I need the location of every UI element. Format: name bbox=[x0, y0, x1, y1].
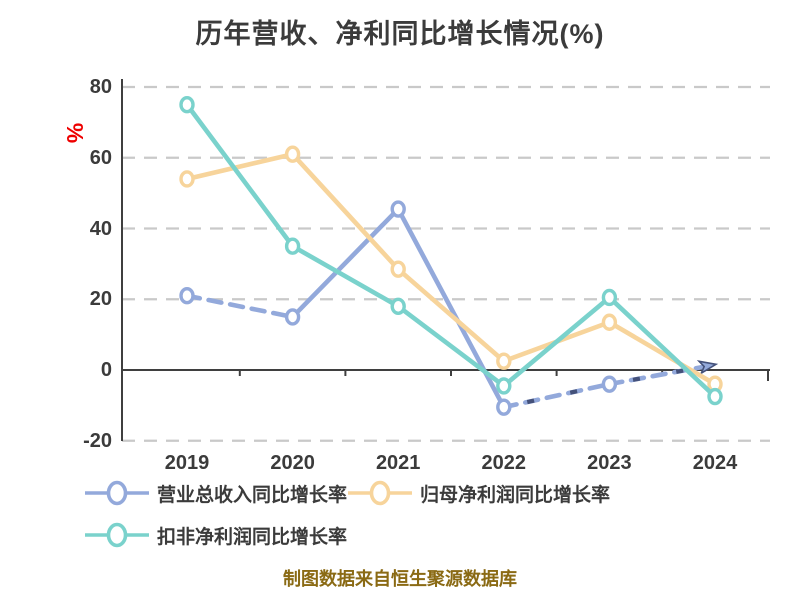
legend-marker-icon bbox=[348, 480, 412, 506]
series-line-2-seg-3 bbox=[501, 295, 612, 389]
series-line-2-seg-4 bbox=[607, 295, 718, 399]
series-0-point-marker bbox=[284, 308, 301, 326]
y-tick-label-80: 80 bbox=[89, 76, 112, 98]
series-line-0-seg-0 bbox=[184, 293, 295, 320]
series-2-point-marker bbox=[179, 95, 195, 114]
legend-item-2[interactable]: 扣非净利润同比增长率 bbox=[85, 521, 347, 549]
series-2-point-marker bbox=[496, 377, 512, 395]
legend-marker-icon bbox=[85, 480, 149, 506]
x-tick-label-2020: 2020 bbox=[270, 452, 315, 474]
y-tick-label-20: 20 bbox=[89, 288, 112, 311]
series-1-point-marker bbox=[390, 260, 406, 278]
series-1-point-marker bbox=[179, 170, 195, 188]
series-line-0-seg-2 bbox=[395, 206, 507, 410]
series-0-point-marker bbox=[179, 287, 195, 305]
legend-marker-icon bbox=[85, 522, 149, 548]
series-2-point-marker bbox=[284, 237, 301, 255]
x-tick-label-2023: 2023 bbox=[587, 452, 632, 474]
data-source-note: 制图数据来自恒生聚源数据库 bbox=[283, 569, 517, 589]
series-2-point-marker bbox=[707, 387, 723, 406]
series-line-1-seg-1 bbox=[290, 151, 401, 272]
y-tick-label-0: 0 bbox=[100, 359, 112, 381]
series-line-0-seg-1 bbox=[290, 206, 401, 320]
series-0-point-marker bbox=[496, 398, 512, 416]
x-tick-label-2024: 2024 bbox=[692, 452, 738, 474]
series-0-point-marker bbox=[390, 200, 406, 218]
legend-label: 归母净利润同比增长率 bbox=[420, 484, 611, 506]
series-line-1-seg-2 bbox=[395, 266, 507, 364]
series-1-point-marker bbox=[284, 145, 301, 163]
x-tick-label-2021: 2021 bbox=[375, 452, 421, 474]
y-tick-label-60: 60 bbox=[89, 146, 112, 169]
y-tick-label--20: -20 bbox=[83, 429, 112, 452]
series-0-end-arrow-marker bbox=[696, 360, 719, 376]
series-line-2-seg-2 bbox=[395, 304, 507, 389]
legend-item-1[interactable]: 归母净利润同比增长率 bbox=[348, 479, 610, 507]
y-tick-label-40: 40 bbox=[89, 217, 112, 240]
x-tick-label-2019: 2019 bbox=[164, 452, 210, 474]
x-tick-label-2022: 2022 bbox=[481, 452, 527, 474]
series-line-1-seg-4 bbox=[607, 319, 718, 387]
series-line-0-seg-3 bbox=[501, 381, 612, 410]
series-line-0-seg-4 bbox=[607, 362, 718, 387]
series-line-1-seg-0 bbox=[184, 151, 295, 182]
series-2-point-marker bbox=[390, 297, 406, 316]
series-1-point-marker bbox=[601, 313, 618, 331]
chart-title: 历年营收、净利同比增长情况(%) bbox=[195, 19, 605, 49]
series-line-2-seg-1 bbox=[290, 243, 401, 309]
series-line-2-seg-0 bbox=[184, 102, 295, 249]
legend-label: 扣非净利润同比增长率 bbox=[157, 526, 348, 548]
series-1-point-marker bbox=[496, 352, 512, 370]
series-2-point-marker bbox=[601, 288, 618, 307]
series-0-point-marker bbox=[601, 375, 618, 393]
legend-item-0[interactable]: 营业总收入同比增长率 bbox=[85, 479, 347, 507]
legend-label: 营业总收入同比增长率 bbox=[157, 484, 348, 506]
